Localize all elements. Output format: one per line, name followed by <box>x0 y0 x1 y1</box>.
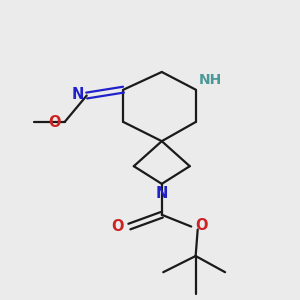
Text: NH: NH <box>199 73 222 87</box>
Text: O: O <box>112 219 124 234</box>
Text: N: N <box>156 186 168 201</box>
Text: O: O <box>49 115 61 130</box>
Text: N: N <box>71 87 84 102</box>
Text: O: O <box>196 218 208 232</box>
